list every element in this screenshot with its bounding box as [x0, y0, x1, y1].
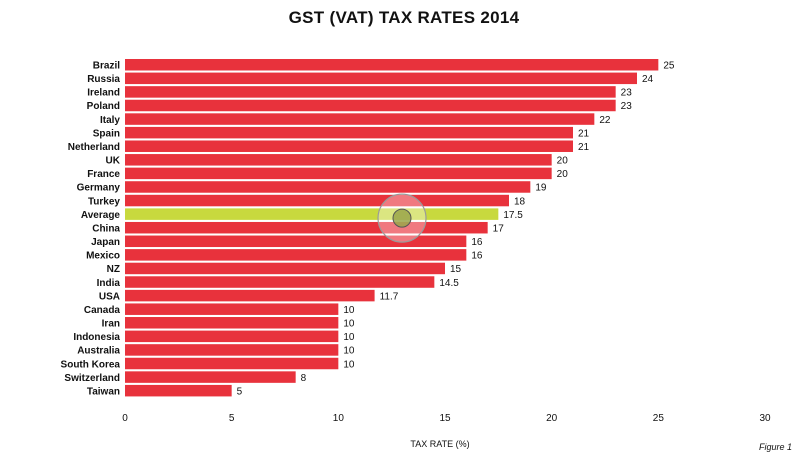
category-label-germany: Germany: [77, 183, 121, 194]
bar-south-korea: [125, 357, 339, 370]
value-label-brazil: 25: [663, 61, 675, 72]
value-label-spain: 21: [578, 128, 590, 139]
value-label-italy: 22: [599, 115, 611, 126]
bar-france: [125, 167, 552, 180]
category-label-spain: Spain: [93, 128, 120, 139]
category-label-russia: Russia: [87, 74, 120, 85]
x-tick-label-20: 20: [546, 413, 558, 424]
category-label-canada: Canada: [84, 305, 121, 316]
bar-canada: [125, 303, 339, 315]
x-axis-ticks: 0 5 10 15 20 25 30: [122, 413, 771, 424]
bar-netherland: [125, 140, 573, 152]
value-label-usa: 11.7: [380, 291, 399, 302]
bar-average: [125, 208, 499, 220]
value-labels: 25 24 23 23 22 21 21 20 20 19 18 17.5 17 16 16 15 14.5 11…: [237, 61, 675, 398]
bar-turkey: [125, 194, 509, 207]
category-label-usa: USA: [99, 291, 120, 302]
bar-italy: [125, 113, 595, 125]
category-label-average: Average: [81, 210, 121, 221]
value-label-russia: 24: [642, 74, 654, 85]
value-label-switzerland: 8: [301, 373, 307, 384]
x-tick-label-0: 0: [122, 413, 128, 424]
value-label-mexico: 16: [471, 251, 483, 262]
category-label-indonesia: Indonesia: [73, 332, 120, 343]
category-label-australia: Australia: [77, 346, 120, 357]
value-label-netherland: 21: [578, 142, 590, 153]
category-label-netherland: Netherland: [68, 142, 120, 153]
cursor-dot: [392, 208, 412, 228]
category-label-france: France: [87, 169, 120, 180]
x-tick-label-15: 15: [439, 413, 451, 424]
value-label-ireland: 23: [621, 88, 633, 99]
value-label-uk: 20: [557, 156, 569, 167]
value-label-india: 14.5: [439, 278, 459, 289]
category-labels: Brazil Russia Ireland Poland Italy Spain Nethe…: [61, 61, 121, 398]
bar-nz: [125, 262, 445, 275]
bar-brazil: [125, 59, 659, 71]
category-label-italy: Italy: [100, 115, 120, 126]
category-label-india: India: [97, 278, 121, 289]
bar-mexico: [125, 249, 467, 261]
category-label-brazil: Brazil: [93, 61, 120, 72]
category-label-ireland: Ireland: [87, 88, 120, 99]
bar-indonesia: [125, 330, 339, 343]
value-label-average: 17.5: [503, 210, 523, 221]
bar-india: [125, 276, 435, 288]
category-label-nz: NZ: [107, 264, 120, 275]
bar-spain: [125, 126, 573, 139]
category-label-south-korea: South Korea: [61, 359, 121, 370]
category-label-china: China: [92, 223, 120, 234]
bar-iran: [125, 317, 339, 329]
bar-japan: [125, 235, 467, 248]
bars-group: [125, 59, 659, 397]
x-tick-label-5: 5: [229, 413, 235, 424]
x-axis-title: TAX RATE (%): [410, 439, 469, 449]
value-label-australia: 10: [343, 346, 355, 357]
value-label-nz: 15: [450, 264, 462, 275]
chart-title: GST (VAT) TAX RATES 2014: [288, 8, 520, 27]
category-label-turkey: Turkey: [88, 196, 120, 207]
x-tick-label-10: 10: [333, 413, 345, 424]
value-label-turkey: 18: [514, 196, 526, 207]
value-label-japan: 16: [471, 237, 483, 248]
bar-australia: [125, 344, 339, 356]
category-label-uk: UK: [106, 156, 121, 167]
bar-china: [125, 221, 488, 234]
value-label-south-korea: 10: [343, 359, 355, 370]
value-label-france: 20: [557, 169, 569, 180]
bar-taiwan: [125, 384, 232, 397]
value-label-poland: 23: [621, 101, 633, 112]
category-label-iran: Iran: [102, 319, 120, 330]
category-label-poland: Poland: [87, 101, 120, 112]
category-label-taiwan: Taiwan: [87, 386, 120, 397]
x-tick-label-30: 30: [759, 413, 771, 424]
value-label-taiwan: 5: [237, 386, 243, 397]
value-label-canada: 10: [343, 305, 355, 316]
bar-poland: [125, 99, 616, 112]
bar-switzerland: [125, 371, 296, 383]
bar-russia: [125, 72, 637, 85]
value-label-iran: 10: [343, 319, 355, 330]
figure-label: Figure 1: [758, 442, 792, 452]
bar-usa: [125, 289, 375, 302]
cursor-indicator: [377, 193, 427, 243]
category-label-japan: Japan: [91, 237, 120, 248]
category-label-switzerland: Switzerland: [64, 373, 120, 384]
bar-uk: [125, 154, 552, 166]
value-label-indonesia: 10: [343, 332, 355, 343]
x-tick-label-25: 25: [653, 413, 665, 424]
value-label-china: 17: [493, 223, 505, 234]
category-label-mexico: Mexico: [86, 251, 120, 262]
value-label-germany: 19: [535, 183, 547, 194]
bar-germany: [125, 181, 531, 193]
bar-ireland: [125, 86, 616, 98]
